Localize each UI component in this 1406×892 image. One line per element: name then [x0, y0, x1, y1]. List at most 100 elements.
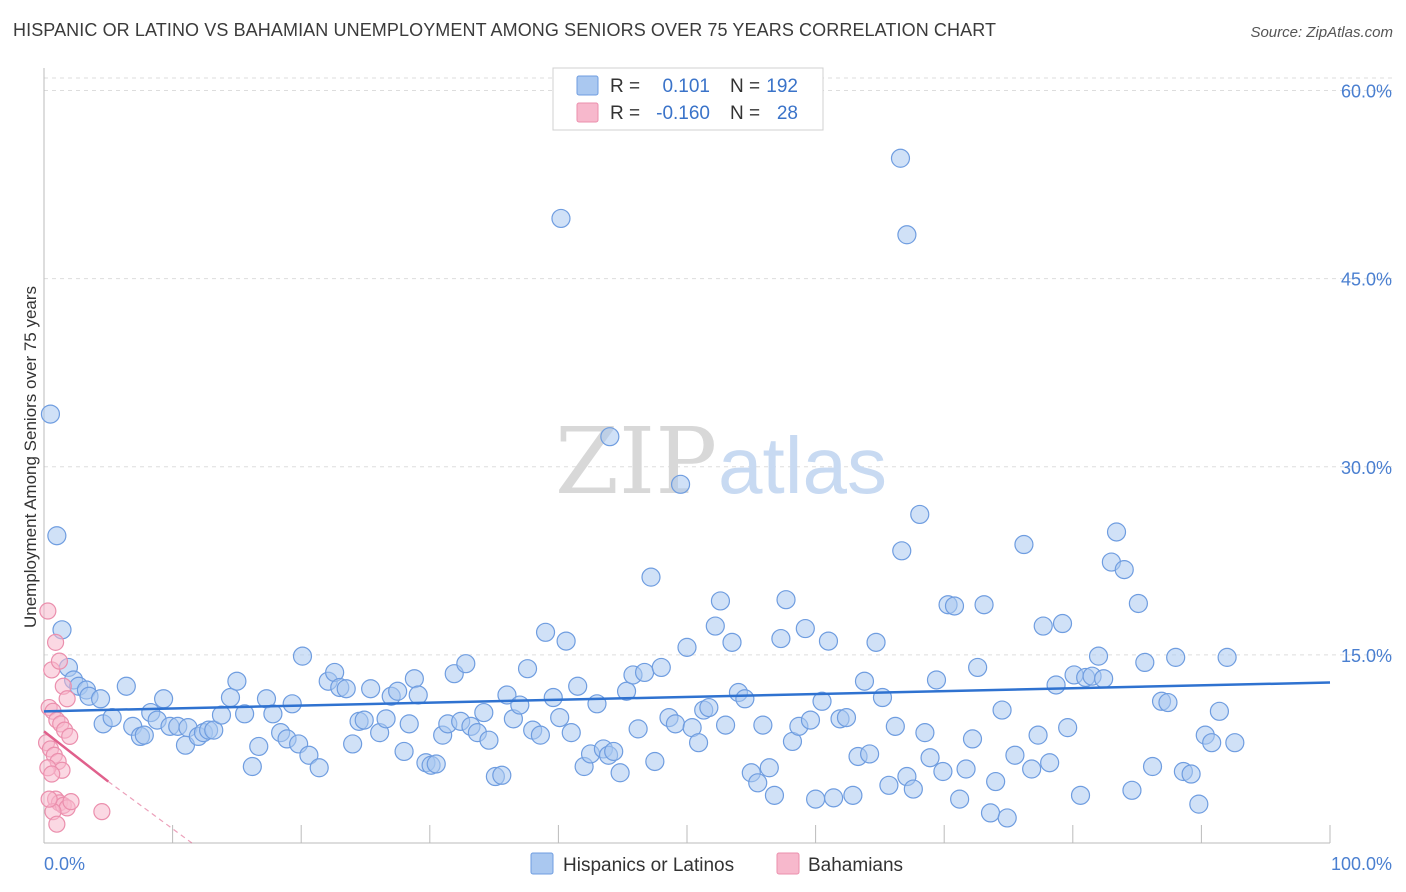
point-hispanics-8: [90, 689, 111, 709]
point-hispanics-99: [670, 474, 691, 494]
point-hispanics-121: [800, 710, 821, 730]
y-tick-label-2: 45.0%: [1341, 270, 1392, 290]
legend-n-value-0: 192: [766, 76, 798, 97]
point-hispanics-132: [866, 632, 886, 652]
point-hispanics-154: [997, 808, 1017, 828]
point-bahamians-11: [61, 727, 79, 746]
point-hispanics-92: [628, 719, 648, 739]
y-axis-label: Unemployment Among Seniors over 75 years: [21, 286, 40, 628]
point-hispanics-150: [974, 595, 994, 615]
point-hispanics-179: [1166, 647, 1186, 667]
watermark-zip: ZIP: [555, 408, 717, 515]
legend: R = 0.101 N = 192 R = -0.160 N = 28: [552, 67, 824, 131]
point-bahamians-25: [48, 815, 66, 833]
point-hispanics-143: [933, 761, 953, 782]
point-hispanics-186: [1217, 647, 1237, 667]
point-hispanics-135: [885, 716, 905, 736]
point-hispanics-181: [1181, 764, 1201, 784]
point-hispanics-157: [1022, 759, 1042, 779]
point-hispanics-131: [860, 744, 880, 764]
point-hispanics-71: [497, 685, 517, 705]
point-hispanics-40: [309, 758, 329, 778]
point-hispanics-44: [336, 679, 356, 699]
point-hispanics-190: [551, 208, 571, 229]
point-hispanics-105: [705, 616, 725, 636]
x-tick-label-0: 0.0%: [44, 854, 85, 874]
point-hispanics-138: [903, 779, 923, 799]
point-hispanics-55: [404, 669, 424, 689]
point-bahamians-5: [58, 690, 76, 708]
point-hispanics-134: [879, 775, 899, 795]
legend-r-label-0: R =: [610, 76, 640, 97]
point-hispanics-163: [1058, 718, 1078, 738]
point-hispanics-108: [722, 632, 742, 652]
point-hispanics-115: [764, 785, 785, 805]
point-hispanics-50: [376, 709, 396, 729]
point-hispanics-168: [1088, 646, 1109, 666]
point-hispanics-98: [665, 714, 686, 734]
point-hispanics-79: [550, 707, 570, 728]
point-hispanics-54: [399, 714, 419, 734]
point-hispanics-78: [543, 687, 563, 708]
point-hispanics-174: [1128, 593, 1148, 614]
legend-r-label-1: R =: [610, 103, 640, 124]
point-hispanics-124: [818, 631, 839, 651]
point-hispanics-39: [299, 745, 319, 765]
point-hispanics-82: [568, 676, 588, 696]
point-hispanics-120: [795, 618, 815, 639]
point-hispanics-30: [242, 756, 262, 777]
point-bahamians-23: [62, 793, 80, 811]
bottom-legend-swatch-pink: [776, 852, 800, 875]
point-bahamians-2: [46, 633, 65, 651]
point-hispanics-130: [854, 671, 875, 691]
point-hispanics-184: [1202, 733, 1222, 753]
trend-line-bahamians: [43, 730, 110, 783]
point-hispanics-175: [1135, 652, 1155, 673]
point-hispanics-178: [1158, 692, 1178, 713]
x-tick-label-1: 100.0%: [1331, 854, 1392, 874]
bottom-legend: Hispanics or Latinos Bahamians: [530, 852, 903, 876]
point-hispanics-106: [710, 591, 731, 611]
point-hispanics-151: [980, 803, 1001, 823]
point-hispanics-139: [910, 504, 930, 525]
point-hispanics-68: [479, 730, 499, 750]
point-hispanics-189: [897, 225, 917, 245]
point-hispanics-188: [890, 148, 911, 168]
point-hispanics-140: [915, 723, 935, 743]
point-bahamians-27: [40, 790, 58, 808]
point-hispanics-159: [1033, 616, 1053, 636]
point-hispanics-114: [759, 758, 779, 778]
point-hispanics-48: [361, 679, 381, 699]
point-bahamians-3: [50, 652, 69, 670]
y-tick-label-3: 60.0%: [1341, 82, 1392, 102]
point-hispanics-73: [510, 695, 530, 715]
point-hispanics-158: [1028, 725, 1048, 745]
point-hispanics-112: [748, 773, 768, 793]
y-tick-label-1: 30.0%: [1341, 458, 1392, 478]
point-hispanics-152: [986, 771, 1006, 792]
point-hispanics-145: [944, 596, 965, 616]
point-hispanics-26: [211, 705, 232, 725]
legend-n-label-1: N =: [730, 103, 760, 124]
point-hispanics-10: [102, 707, 122, 728]
point-hispanics-110: [735, 689, 755, 709]
point-hispanics-102: [688, 733, 709, 753]
point-hispanics-172: [1114, 560, 1134, 580]
point-hispanics-116: [771, 628, 791, 649]
trend-line-bahamians-extension: [107, 781, 193, 844]
point-hispanics-182: [1189, 794, 1209, 814]
legend-n-value-1: 28: [777, 103, 798, 124]
point-hispanics-104: [699, 697, 719, 718]
point-hispanics-127: [836, 707, 857, 728]
point-hispanics-59: [426, 754, 446, 774]
point-hispanics-52: [388, 681, 408, 701]
point-bahamians-0: [39, 602, 57, 620]
series-hispanics-points: [40, 148, 1245, 828]
point-bahamians-18: [43, 765, 61, 783]
point-hispanics-53: [394, 741, 414, 762]
point-hispanics-122: [805, 789, 826, 809]
point-hispanics-64: [456, 654, 476, 674]
point-hispanics-128: [843, 785, 863, 805]
point-hispanics-113: [753, 715, 773, 735]
